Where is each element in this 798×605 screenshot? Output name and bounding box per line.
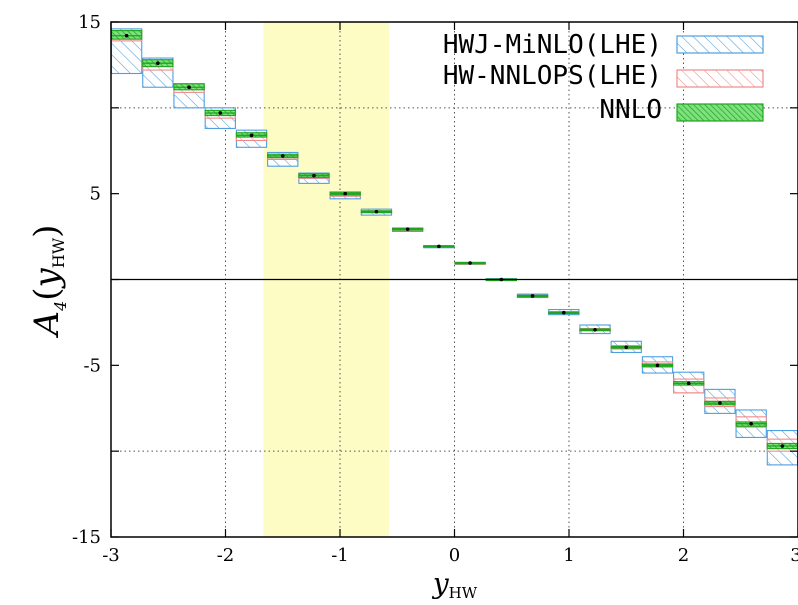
legend-entry-nnlo: NNLO <box>599 95 764 125</box>
axis-ticks: -3 -2 -1 0 1 2 3 -15 -5 5 15 <box>72 12 798 566</box>
nnlo-point-2 <box>187 85 191 90</box>
nnlo-point-18 <box>686 381 691 386</box>
legend-swatch-nnlops <box>676 69 764 88</box>
nnlo-point-16 <box>624 345 629 350</box>
nnlo-point-4 <box>249 133 254 138</box>
nnlo-point-14 <box>561 310 566 315</box>
legend-swatch-minlo <box>676 35 764 54</box>
series-nnlops <box>111 30 798 452</box>
legend-label-nnlo: NNLO <box>599 95 662 125</box>
x-tick-label: -3 <box>102 545 120 566</box>
legend-label-minlo: HWJ-MiNLO(LHE) <box>443 30 662 60</box>
x-axis-label: yHW <box>431 567 478 602</box>
nnlo-point-1 <box>156 61 160 65</box>
nnlo-point-20 <box>749 421 753 426</box>
legend-label-nnlops: HW-NNLOPS(LHE) <box>443 61 662 91</box>
nnlo-point-10 <box>437 244 441 249</box>
legend-swatch-nnlo <box>676 103 764 122</box>
x-tick-label: 3 <box>790 545 798 566</box>
nnlo-point-0 <box>124 33 129 38</box>
legend-entry-minlo: HWJ-MiNLO(LHE) <box>443 30 764 60</box>
nnlo-point-8 <box>374 209 379 214</box>
nnlo-point-6 <box>312 173 316 178</box>
y-tick-label: -5 <box>83 355 101 376</box>
x-tick-label: 1 <box>563 545 574 566</box>
y-axis-label: A4(yHW) <box>27 225 70 339</box>
nnlo-point-17 <box>655 363 660 368</box>
plot-area <box>111 28 798 466</box>
nnlo-point-13 <box>530 294 535 298</box>
y-tick-label: 15 <box>78 12 101 33</box>
legend: HWJ-MiNLO(LHE) HW-NNLOPS(LHE) NNLO <box>443 30 764 125</box>
legend-entry-nnlops: HW-NNLOPS(LHE) <box>443 61 764 91</box>
y-tick-label: 5 <box>90 184 101 205</box>
nnlo-point-11 <box>468 261 472 265</box>
nnlo-point-21 <box>780 444 785 448</box>
nnlo-point-19 <box>718 401 722 405</box>
nnlo-point-9 <box>405 227 410 232</box>
nnlo-point-5 <box>280 154 285 158</box>
x-tick-label: -1 <box>331 545 349 566</box>
y-tick-label: -15 <box>72 527 101 548</box>
x-tick-label: -2 <box>217 545 235 566</box>
x-tick-label: 0 <box>449 545 460 566</box>
nnlo-point-15 <box>593 327 597 332</box>
nnlo-point-3 <box>218 111 223 115</box>
nnlo-point-7 <box>343 191 348 196</box>
nnlo-points <box>124 33 785 448</box>
x-tick-label: 2 <box>678 545 689 566</box>
